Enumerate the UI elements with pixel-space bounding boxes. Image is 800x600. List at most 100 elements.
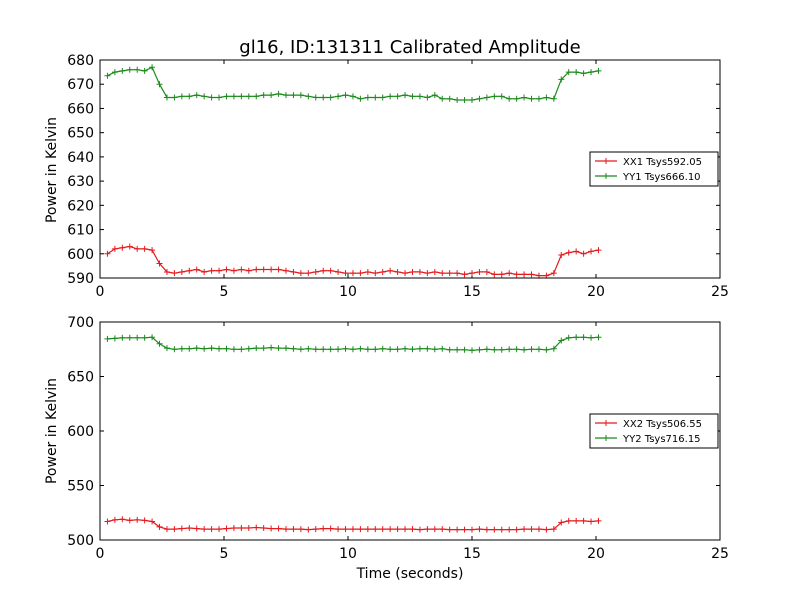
data-point [283, 267, 289, 274]
y-tick-label: 620 [67, 198, 94, 214]
data-point [394, 526, 401, 533]
data-point [186, 345, 193, 352]
data-point [431, 346, 438, 353]
data-point [483, 346, 490, 353]
data-point [223, 266, 230, 273]
x-tick-label: 5 [220, 284, 229, 300]
data-point [327, 94, 334, 101]
data-point [528, 271, 535, 278]
data-point [275, 90, 282, 97]
data-point [216, 345, 223, 352]
data-point [402, 526, 409, 533]
data-point [312, 346, 319, 353]
data-point [439, 345, 446, 352]
data-point [312, 94, 319, 101]
data-point [580, 70, 587, 77]
data-point [521, 526, 528, 533]
legend-marker [603, 158, 609, 164]
data-point [297, 270, 304, 277]
data-point [327, 346, 334, 353]
data-point [402, 270, 409, 277]
data-point [357, 345, 364, 352]
data-point [260, 525, 267, 532]
data-point [446, 270, 453, 277]
legend: XX2 Tsys506.55 YY2 Tsys716.15 [589, 413, 719, 449]
data-point [305, 270, 312, 277]
data-point [119, 244, 126, 251]
data-point [528, 95, 535, 102]
data-point [349, 526, 356, 533]
data-point [297, 92, 304, 99]
data-point [342, 270, 349, 277]
data-point [543, 346, 550, 353]
data-point [483, 268, 490, 275]
data-point [104, 335, 111, 342]
data-point [260, 345, 267, 352]
y-tick-label: 700 [67, 315, 94, 331]
data-point [134, 66, 141, 73]
data-point [253, 93, 260, 100]
data-point [491, 346, 498, 353]
data-point [230, 267, 237, 274]
data-point [595, 67, 602, 74]
plot-series [104, 64, 602, 279]
data-point [253, 266, 260, 273]
data-point [558, 251, 565, 258]
data-point [364, 268, 371, 275]
data-point [320, 94, 327, 101]
data-point [379, 345, 386, 352]
data-point [253, 524, 260, 531]
data-point [446, 95, 453, 102]
data-point [342, 345, 349, 352]
data-point [439, 270, 446, 277]
data-point [156, 523, 163, 530]
data-point [119, 67, 126, 74]
y-tick-label: 600 [67, 424, 94, 440]
data-point [580, 250, 587, 257]
data-point [461, 271, 468, 278]
data-point [141, 245, 148, 252]
data-point [387, 526, 394, 533]
data-point [171, 526, 178, 533]
data-point [588, 248, 595, 255]
data-point [126, 517, 133, 524]
data-point [565, 334, 572, 341]
data-point [327, 525, 334, 532]
data-point [201, 268, 208, 275]
data-point [364, 526, 371, 533]
data-point [290, 345, 297, 352]
data-point [335, 346, 342, 353]
data-point [238, 525, 245, 532]
data-point [498, 346, 505, 353]
data-point [238, 346, 245, 353]
data-point [201, 93, 208, 100]
data-point [305, 345, 312, 352]
data-point [439, 95, 446, 102]
data-point [424, 94, 431, 101]
data-point [424, 526, 431, 533]
data-point [550, 270, 557, 277]
data-point [416, 268, 423, 275]
x-tick-label: 15 [463, 546, 481, 562]
data-point [275, 266, 282, 273]
data-point [372, 346, 379, 353]
data-point [565, 517, 572, 524]
data-point [446, 346, 453, 353]
data-point [491, 526, 498, 533]
data-point [119, 334, 126, 341]
data-point [208, 94, 215, 101]
legend-label: YY2 Tsys716.15 [622, 434, 701, 445]
x-axis-label: Time (seconds) [356, 566, 464, 582]
data-point [558, 76, 565, 83]
data-point [394, 268, 401, 275]
data-point [565, 69, 572, 76]
x-tick-label: 0 [96, 284, 105, 300]
data-point [312, 268, 319, 275]
data-point [141, 517, 148, 524]
data-point [394, 93, 401, 100]
data-point [201, 526, 208, 533]
data-point [260, 92, 267, 99]
data-point [216, 94, 223, 101]
data-point [171, 346, 178, 353]
